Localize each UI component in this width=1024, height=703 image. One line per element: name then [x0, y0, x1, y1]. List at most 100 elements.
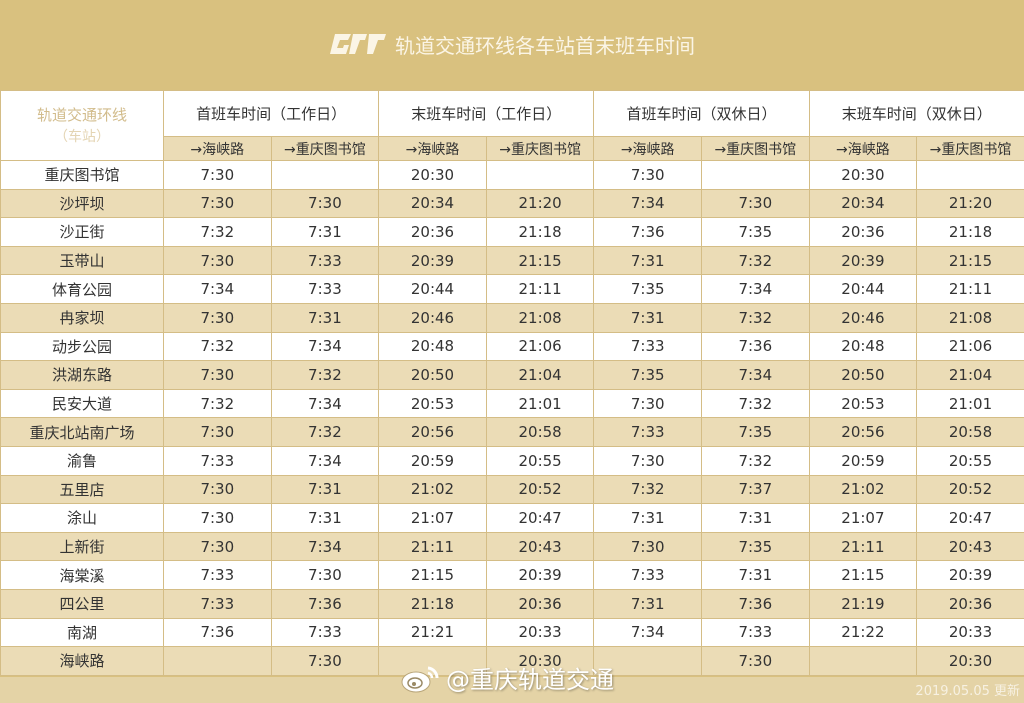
time-cell: 7:34 — [270, 331, 380, 362]
time-cell: 20:52 — [916, 474, 1024, 505]
time-cell: 21:01 — [485, 388, 595, 419]
time-cell: 20:39 — [485, 560, 595, 590]
table-row: 五里店 7:30 7:31 21:02 20:52 7:32 7:37 21:02 20:52 — [0, 474, 1024, 505]
table-row: 沙坪坝 7:30 7:30 20:34 21:20 7:34 7:30 20:34 21:20 — [0, 188, 1024, 219]
time-cell: 20:43 — [916, 531, 1024, 562]
time-cell: 21:04 — [916, 360, 1024, 390]
time-cell: 20:30 — [485, 646, 595, 676]
time-cell: 20:48 — [808, 331, 918, 362]
time-cell: 7:35 — [701, 531, 810, 562]
station-name: 海峡路 — [0, 646, 164, 676]
station-column-header: 轨道交通环线 （车站） — [0, 90, 164, 161]
title-banner: 轨道交通环线各车站首末班车时间 — [0, 0, 1024, 90]
time-cell: 7:35 — [593, 274, 702, 304]
station-name: 涂山 — [0, 503, 164, 533]
time-cell: 7:30 — [593, 388, 702, 419]
time-cell: 7:30 — [163, 302, 272, 333]
time-cell — [163, 646, 272, 676]
table-row: 洪湖东路 7:30 7:32 20:50 21:04 7:35 7:34 20:50 21:04 — [0, 360, 1024, 390]
time-cell: 7:34 — [270, 445, 380, 476]
table-row: 上新街 7:30 7:34 21:11 20:43 7:30 7:35 21:11 20:43 — [0, 531, 1024, 562]
table-row: 动步公园 7:32 7:34 20:48 21:06 7:33 7:36 20:48 21:06 — [0, 331, 1024, 362]
station-name: 海棠溪 — [0, 560, 164, 590]
time-cell: 7:30 — [163, 531, 272, 562]
time-cell: 20:30 — [916, 646, 1024, 676]
time-cell: 21:08 — [916, 302, 1024, 333]
time-cell: 21:18 — [485, 217, 595, 247]
station-name: 沙正街 — [0, 217, 164, 247]
time-cell: 7:36 — [270, 588, 380, 619]
header-first-train-weekend: 首班车时间（双休日） — [593, 90, 810, 137]
direction-header-row: →海峡路 →重庆图书馆 →海峡路 →重庆图书馆 →海峡路 →重庆图书馆 →海峡路… — [1, 136, 1024, 161]
time-cell: 7:31 — [270, 217, 380, 247]
table-row: 民安大道 7:32 7:34 20:53 21:01 7:30 7:32 20:53 21:01 — [0, 388, 1024, 419]
time-cell: 7:31 — [270, 474, 380, 505]
weibo-watermark: @重庆轨道交通 — [400, 660, 614, 695]
time-cell: 21:02 — [808, 474, 918, 505]
station-name: 洪湖东路 — [0, 360, 164, 390]
time-cell: 7:30 — [163, 160, 272, 190]
table-row: 玉带山 7:30 7:33 20:39 21:15 7:31 7:32 20:39 21:15 — [0, 245, 1024, 276]
time-cell: 7:33 — [593, 331, 702, 362]
time-cell: 7:30 — [270, 646, 380, 676]
station-name: 渝鲁 — [0, 445, 164, 476]
table-row: 海峡路 7:30 20:30 7:30 20:30 — [0, 646, 1024, 676]
time-cell: 7:35 — [701, 217, 810, 247]
time-cell: 20:47 — [916, 503, 1024, 533]
time-cell: 7:34 — [701, 274, 810, 304]
time-cell: 7:30 — [163, 474, 272, 505]
time-cell: 20:55 — [485, 445, 595, 476]
schedule-table: 轨道交通环线 （车站） 首班车时间（工作日） 末班车时间（工作日） 首班车时间（… — [0, 90, 1024, 676]
time-cell: 7:31 — [593, 503, 702, 533]
direction-header: →重庆图书馆 — [916, 136, 1024, 161]
weibo-account: @重庆轨道交通 — [446, 666, 614, 694]
direction-header: →重庆图书馆 — [270, 136, 380, 161]
direction-header: →海峡路 — [593, 136, 702, 161]
station-name: 动步公园 — [0, 331, 164, 362]
time-cell: 7:30 — [701, 188, 810, 219]
crt-logo-icon — [330, 34, 386, 54]
time-cell: 20:50 — [378, 360, 487, 390]
time-cell: 7:37 — [701, 474, 810, 505]
time-cell: 7:33 — [163, 560, 272, 590]
station-name: 冉家坝 — [0, 302, 164, 333]
time-cell: 7:31 — [701, 503, 810, 533]
station-name: 五里店 — [0, 474, 164, 505]
time-cell: 7:30 — [163, 245, 272, 276]
time-cell: 7:34 — [163, 274, 272, 304]
time-cell: 7:30 — [163, 417, 272, 447]
time-cell: 21:07 — [808, 503, 918, 533]
time-cell: 21:15 — [378, 560, 487, 590]
time-cell: 20:59 — [378, 445, 487, 476]
time-cell: 20:34 — [808, 188, 918, 219]
schedule-body: 重庆图书馆 7:30 20:30 7:30 20:30 沙坪坝 7:30 7:30 20:34 2… — [0, 160, 1024, 676]
time-cell: 20:34 — [378, 188, 487, 219]
time-cell: 20:30 — [378, 160, 487, 190]
time-cell: 20:39 — [808, 245, 918, 276]
time-cell: 21:18 — [916, 217, 1024, 247]
time-cell: 7:36 — [163, 617, 272, 648]
time-cell: 7:33 — [593, 417, 702, 447]
time-cell: 20:46 — [808, 302, 918, 333]
time-cell: 7:32 — [593, 474, 702, 505]
time-cell: 7:31 — [270, 503, 380, 533]
time-cell: 20:46 — [378, 302, 487, 333]
time-cell: 21:04 — [485, 360, 595, 390]
time-cell: 7:32 — [701, 445, 810, 476]
station-name: 重庆北站南广场 — [0, 417, 164, 447]
table-row: 海棠溪 7:33 7:30 21:15 20:39 7:33 7:31 21:15 20:39 — [0, 560, 1024, 590]
time-cell: 21:20 — [485, 188, 595, 219]
weibo-icon — [401, 666, 439, 692]
station-label: （车站） — [54, 128, 110, 145]
time-cell: 21:06 — [916, 331, 1024, 362]
time-cell: 20:36 — [916, 588, 1024, 619]
time-cell: 7:36 — [701, 331, 810, 362]
time-cell: 7:36 — [593, 217, 702, 247]
footer-strip — [0, 677, 1024, 703]
time-cell: 21:11 — [485, 274, 595, 304]
time-cell — [485, 160, 595, 190]
time-cell: 7:34 — [593, 188, 702, 219]
direction-header: →海峡路 — [163, 136, 272, 161]
direction-header: →海峡路 — [808, 136, 918, 161]
time-cell: 20:48 — [378, 331, 487, 362]
